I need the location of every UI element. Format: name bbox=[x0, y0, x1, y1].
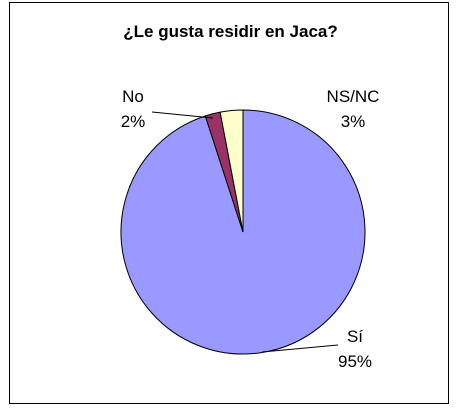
leader-line-s- bbox=[261, 344, 339, 353]
pie-slices bbox=[120, 109, 366, 355]
slice-percent-no: 2% bbox=[121, 112, 146, 131]
slice-label-s-: Sí bbox=[347, 327, 363, 346]
leader-lines bbox=[151, 111, 339, 353]
chart-title: ¿Le gusta residir en Jaca? bbox=[123, 22, 338, 41]
slice-percent-s-: 95% bbox=[338, 352, 372, 371]
slice-label-ns-nc: NS/NC bbox=[327, 87, 380, 106]
pie-slice-ns-nc bbox=[219, 109, 244, 233]
slice-label-no: No bbox=[122, 87, 144, 106]
leader-line-no bbox=[151, 111, 214, 119]
slice-percent-ns-nc: 3% bbox=[341, 112, 366, 131]
slice-labels: Sí 95% No 2% NS/NC 3% bbox=[121, 87, 380, 371]
